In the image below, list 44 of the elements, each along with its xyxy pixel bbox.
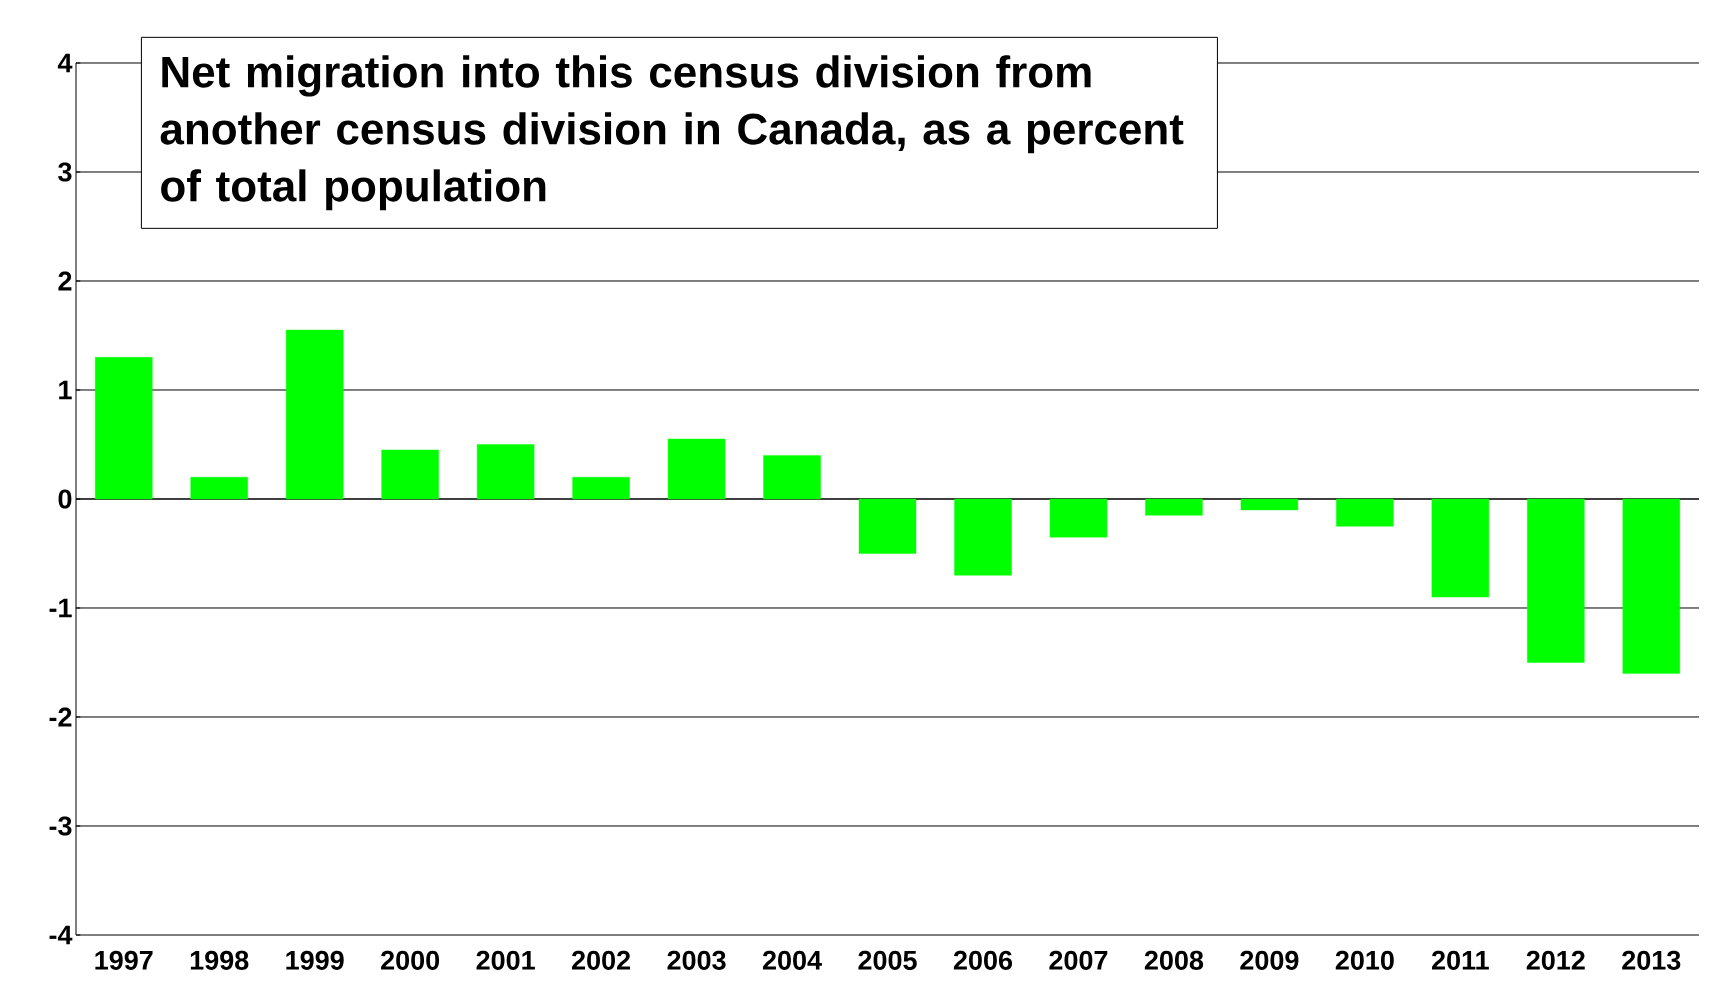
bar	[381, 449, 439, 500]
bar	[1622, 498, 1680, 674]
x-tick-label: 1998	[190, 950, 249, 970]
bar	[190, 477, 248, 500]
bar	[1049, 498, 1108, 538]
bar	[1431, 498, 1490, 598]
x-tick-label: 2008	[1144, 950, 1204, 970]
x-tick-label: 2013	[1622, 950, 1681, 970]
x-tick-label: 2004	[762, 950, 822, 970]
bar	[476, 444, 535, 500]
y-tick-label: -4	[49, 925, 73, 945]
x-tick-label: 2010	[1335, 950, 1394, 970]
bar	[572, 477, 630, 500]
bar	[95, 357, 153, 500]
bar	[954, 498, 1012, 576]
x-tick-label: 2002	[572, 950, 631, 970]
bar	[1336, 498, 1394, 527]
x-tick-label: 2007	[1049, 950, 1108, 970]
x-tick-label: 2006	[953, 950, 1013, 970]
x-tick-label: 2005	[858, 950, 917, 970]
y-tick-label: -1	[49, 598, 72, 618]
y-tick-label: 3	[58, 162, 72, 182]
text: Net migration into this census division from another census division in Canada, as a percent of total population	[160, 55, 1184, 211]
y-tick-label: -2	[49, 707, 72, 727]
bar	[1145, 498, 1203, 516]
x-tick-label: 1999	[286, 950, 344, 970]
bar	[763, 455, 821, 500]
y-tick-label: 4	[57, 53, 73, 73]
bar	[1527, 498, 1585, 663]
y-tick-label: 1	[59, 380, 72, 400]
x-tick-label: 2001	[476, 950, 535, 970]
bar	[1240, 498, 1299, 511]
bar	[858, 498, 917, 554]
y-tick-label: 2	[58, 271, 72, 291]
x-tick-label: 2011	[1431, 950, 1489, 970]
x-tick-label: 1997	[95, 950, 153, 970]
x-tick-label: 2012	[1526, 950, 1585, 970]
y-tick-label: -3	[49, 816, 72, 836]
bar	[285, 329, 344, 500]
bar	[667, 438, 726, 500]
y-tick-label: 0	[58, 489, 72, 509]
x-tick-label: 2000	[381, 950, 440, 970]
x-tick-label: 2009	[1240, 950, 1299, 970]
x-tick-label: 2003	[667, 950, 726, 970]
